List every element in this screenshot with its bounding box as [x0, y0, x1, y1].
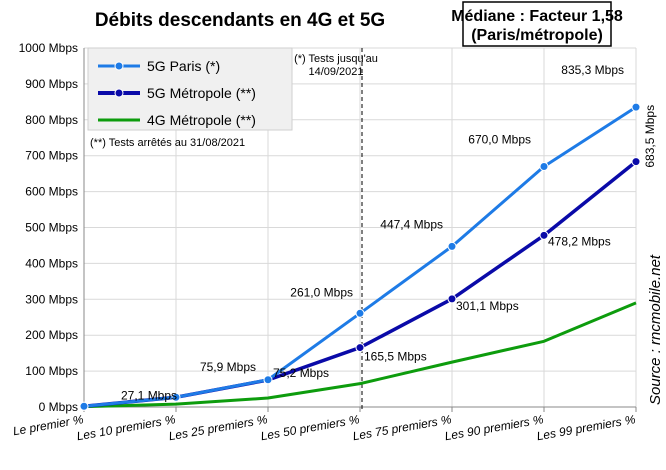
- y-tick-label: 100 Mbps: [25, 364, 78, 378]
- data-point: [79, 401, 89, 411]
- legend-label-2: 4G Métropole (**): [147, 112, 256, 128]
- data-labels-layer: 75,9 Mbps 261,0 Mbps 447,4 Mbps 670,0 Mbps 8…: [121, 63, 657, 402]
- data-point: [631, 157, 641, 167]
- x-tick-label: Les 10 premiers %: [76, 412, 177, 443]
- legend: 5G Paris (*) 5G Métropole (**) 4G Métropol…: [87, 47, 293, 131]
- data-label: 165,5 Mbps: [364, 350, 427, 364]
- vline-note-1: (*) Tests jusqu'au: [294, 53, 378, 65]
- data-point: [171, 392, 181, 402]
- data-label: 75,2 Mbps: [273, 366, 329, 380]
- median-line-2: (Paris/métropole): [471, 27, 603, 44]
- x-tick-label: Les 50 premiers %: [260, 412, 361, 443]
- data-label: 670,0 Mbps: [468, 132, 531, 146]
- chart-title: Débits descendants en 4G et 5G: [95, 10, 385, 31]
- y-tick-label: 700 Mbps: [25, 149, 78, 163]
- y-tick-label: 0 Mbps: [39, 400, 78, 414]
- y-tick-label: 800 Mbps: [25, 113, 78, 127]
- data-point: [539, 161, 549, 171]
- data-point: [355, 343, 365, 353]
- data-point: [539, 230, 549, 240]
- data-label: 301,1 Mbps: [456, 299, 519, 313]
- x-tick-label: Les 25 premiers %: [168, 412, 269, 443]
- vline-note-2: 14/09/2021: [308, 66, 363, 78]
- data-point: [263, 375, 273, 385]
- y-tick-label: 300 Mbps: [25, 292, 78, 306]
- y-tick-label: 200 Mbps: [25, 328, 78, 342]
- data-label: 835,3 Mbps: [561, 63, 624, 77]
- x-tick-label: Le premier %: [12, 412, 85, 438]
- legend-marker-1: [114, 88, 124, 98]
- y-tick-label: 1000 Mbps: [19, 41, 78, 55]
- series-layer: [79, 102, 641, 411]
- data-label: 447,4 Mbps: [380, 217, 443, 231]
- legend-label-0: 5G Paris (*): [147, 58, 220, 74]
- data-label: 478,2 Mbps: [548, 234, 611, 248]
- x-tick-label: Les 75 premiers %: [352, 412, 453, 443]
- data-point: [631, 102, 641, 112]
- source-credit: Source : rncmobile.net: [647, 254, 664, 405]
- data-label: 75,9 Mbps: [200, 360, 256, 374]
- y-tick-label: 500 Mbps: [25, 221, 78, 235]
- x-tick-label: Les 90 premiers %: [444, 412, 545, 443]
- legend-marker-0: [114, 61, 124, 71]
- y-axis-ticks: 0 Mbps 100 Mbps 200 Mbps 300 Mbps 400 Mbps 50…: [19, 41, 78, 414]
- y-tick-label: 600 Mbps: [25, 185, 78, 199]
- y-tick-label: 900 Mbps: [25, 77, 78, 91]
- data-point: [447, 241, 457, 251]
- data-point: [355, 308, 365, 318]
- data-label: 27,1 Mbps: [121, 388, 177, 402]
- data-label: 261,0 Mbps: [290, 285, 353, 299]
- data-label: 683,5 Mbps: [643, 105, 657, 168]
- x-tick-label: Les 99 premiers %: [536, 412, 637, 443]
- tests-stopped-note: (**) Tests arrêtés au 31/08/2021: [90, 137, 245, 149]
- y-tick-label: 400 Mbps: [25, 256, 78, 270]
- data-point: [447, 294, 457, 304]
- median-box: Médiane : Facteur 1,58 (Paris/métropole): [451, 1, 623, 47]
- series-line-2: [83, 301, 637, 409]
- x-axis-ticks: Le premier %Les 10 premiers %Les 25 prem…: [12, 412, 637, 443]
- median-line-1: Médiane : Facteur 1,58: [451, 8, 623, 25]
- legend-label-1: 5G Métropole (**): [147, 85, 256, 101]
